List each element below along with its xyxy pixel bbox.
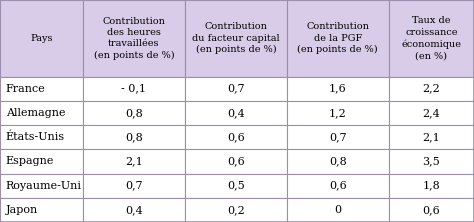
Bar xyxy=(83,198,185,222)
Bar xyxy=(287,125,389,149)
Bar xyxy=(83,0,185,77)
Text: 2,1: 2,1 xyxy=(125,157,143,166)
Bar xyxy=(389,77,474,101)
Text: Pays: Pays xyxy=(30,34,53,43)
Bar xyxy=(287,101,389,125)
Bar xyxy=(83,77,185,101)
Bar xyxy=(287,0,389,77)
Bar xyxy=(0,149,83,174)
Bar xyxy=(287,198,389,222)
Text: 2,4: 2,4 xyxy=(422,108,440,118)
Text: 0,6: 0,6 xyxy=(227,132,245,142)
Text: 1,2: 1,2 xyxy=(329,108,346,118)
Bar xyxy=(0,0,83,77)
Text: Japon: Japon xyxy=(6,205,38,215)
Text: 0,6: 0,6 xyxy=(422,205,440,215)
Text: Contribution
de la PGF
(en points de %): Contribution de la PGF (en points de %) xyxy=(297,22,378,54)
Bar xyxy=(185,0,287,77)
Bar xyxy=(185,101,287,125)
Bar xyxy=(389,101,474,125)
Text: Allemagne: Allemagne xyxy=(6,108,65,118)
Bar xyxy=(389,198,474,222)
Text: 0: 0 xyxy=(334,205,341,215)
Bar xyxy=(0,125,83,149)
Bar xyxy=(0,174,83,198)
Text: 0,6: 0,6 xyxy=(227,157,245,166)
Text: Taux de
croissance
économique
(en %): Taux de croissance économique (en %) xyxy=(401,16,461,60)
Text: 0,6: 0,6 xyxy=(329,181,346,191)
Bar xyxy=(185,77,287,101)
Bar xyxy=(0,101,83,125)
Text: 0,4: 0,4 xyxy=(227,108,245,118)
Text: 0,5: 0,5 xyxy=(227,181,245,191)
Bar xyxy=(185,149,287,174)
Bar xyxy=(389,149,474,174)
Text: - 0,1: - 0,1 xyxy=(121,84,146,94)
Bar xyxy=(287,149,389,174)
Text: 2,1: 2,1 xyxy=(422,132,440,142)
Text: États-Unis: États-Unis xyxy=(6,132,65,143)
Bar xyxy=(389,0,474,77)
Text: France: France xyxy=(6,84,46,94)
Text: Espagne: Espagne xyxy=(6,157,54,166)
Bar xyxy=(0,77,83,101)
Text: 3,5: 3,5 xyxy=(422,157,440,166)
Bar xyxy=(83,174,185,198)
Text: 0,7: 0,7 xyxy=(329,132,346,142)
Bar xyxy=(185,174,287,198)
Text: 0,7: 0,7 xyxy=(125,181,143,191)
Text: Contribution
des heures
travaillées
(en points de %): Contribution des heures travaillées (en … xyxy=(93,16,174,60)
Text: 0,4: 0,4 xyxy=(125,205,143,215)
Text: 1,6: 1,6 xyxy=(329,84,346,94)
Bar xyxy=(185,198,287,222)
Bar xyxy=(0,198,83,222)
Bar xyxy=(185,125,287,149)
Text: 0,2: 0,2 xyxy=(227,205,245,215)
Bar xyxy=(389,125,474,149)
Text: 0,8: 0,8 xyxy=(125,108,143,118)
Text: 0,8: 0,8 xyxy=(125,132,143,142)
Text: 0,7: 0,7 xyxy=(227,84,245,94)
Bar xyxy=(83,149,185,174)
Text: Royaume-Uni: Royaume-Uni xyxy=(6,181,82,191)
Text: 2,2: 2,2 xyxy=(422,84,440,94)
Bar xyxy=(287,77,389,101)
Bar xyxy=(287,174,389,198)
Bar xyxy=(389,174,474,198)
Text: Contribution
du facteur capital
(en points de %): Contribution du facteur capital (en poin… xyxy=(192,22,280,54)
Text: 0,8: 0,8 xyxy=(329,157,346,166)
Bar xyxy=(83,125,185,149)
Text: 1,8: 1,8 xyxy=(422,181,440,191)
Bar xyxy=(83,101,185,125)
